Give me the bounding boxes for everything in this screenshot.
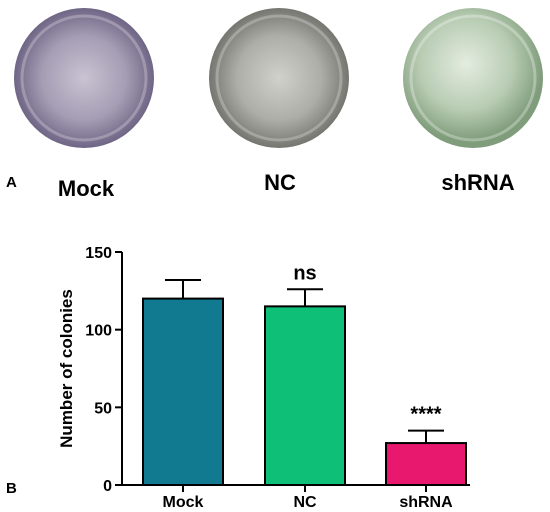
x-tick-label: Mock bbox=[163, 494, 204, 511]
panel-label-a: A bbox=[6, 174, 17, 191]
x-tick-label: NC bbox=[293, 494, 317, 511]
plate-shrna bbox=[403, 8, 543, 148]
chart-labels: 0 50 100 150 Number of colonies Mock NC ns shRNA… bbox=[57, 245, 453, 511]
bar-mock bbox=[142, 297, 224, 486]
bar-nc bbox=[264, 305, 346, 486]
plates-image bbox=[14, 8, 543, 148]
plate-label-nc: NC bbox=[264, 170, 296, 195]
y-tick-label: 50 bbox=[94, 400, 112, 417]
bar-shrna bbox=[385, 442, 467, 486]
plate-mock bbox=[14, 8, 154, 148]
significance-label: ns bbox=[293, 262, 316, 284]
colony-plates-panel bbox=[0, 0, 550, 160]
y-axis-label: Number of colonies bbox=[57, 289, 76, 448]
x-tick-label: shRNA bbox=[399, 494, 453, 511]
plate-nc bbox=[209, 8, 349, 148]
y-tick-label: 0 bbox=[103, 478, 112, 495]
plate-label-shrna: shRNA bbox=[441, 170, 515, 195]
bar-chart: 0 50 100 150 Number of colonies Mock NC ns shRNA… bbox=[57, 245, 470, 511]
chart-bars bbox=[142, 278, 467, 486]
y-tick-label: 100 bbox=[85, 323, 112, 340]
panel-label-b: B bbox=[6, 480, 17, 497]
plate-label-mock: Mock bbox=[57, 176, 115, 201]
significance-label: **** bbox=[410, 404, 441, 426]
y-tick-label: 150 bbox=[85, 245, 112, 262]
